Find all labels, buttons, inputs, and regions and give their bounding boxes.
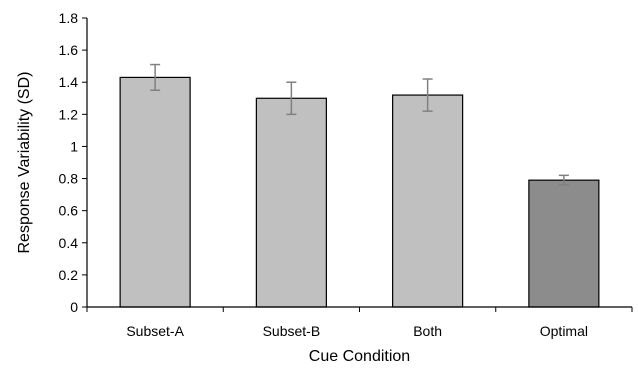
bar-both [392, 94, 464, 308]
bar-subset-b [255, 97, 327, 308]
y-tick-label: 1 [70, 138, 78, 154]
x-tick-label: Subset-B [263, 323, 321, 339]
y-tick-label: 1.4 [59, 74, 79, 90]
bar-subset-a [119, 76, 191, 308]
y-tick-label: 1.8 [59, 10, 79, 26]
y-tick-label: 0 [70, 299, 78, 315]
y-tick-label: 1.6 [59, 42, 79, 58]
x-axis [86, 306, 633, 312]
x-tick-label: Optimal [540, 323, 588, 339]
y-tick-label: 0.4 [59, 235, 79, 251]
bar-optimal [528, 179, 600, 308]
y-tick-label: 0.6 [59, 203, 79, 219]
y-axis-ticks: 0 0.2 0.4 0.6 0.8 1 1.2 1.4 1.6 1.8 [59, 10, 87, 315]
x-axis-title: Cue Condition [309, 348, 410, 365]
error-bars [150, 63, 569, 186]
y-tick-label: 0.8 [59, 171, 79, 187]
y-tick-label: 0.2 [59, 267, 79, 283]
x-tick-label: Subset-A [126, 323, 184, 339]
y-tick-label: 1.2 [59, 106, 79, 122]
bars [119, 76, 600, 308]
y-axis-title: Response Variability (SD) [16, 72, 33, 254]
x-tick-label: Both [413, 323, 442, 339]
x-tick-labels: Subset-A Subset-B Both Optimal [126, 323, 588, 339]
